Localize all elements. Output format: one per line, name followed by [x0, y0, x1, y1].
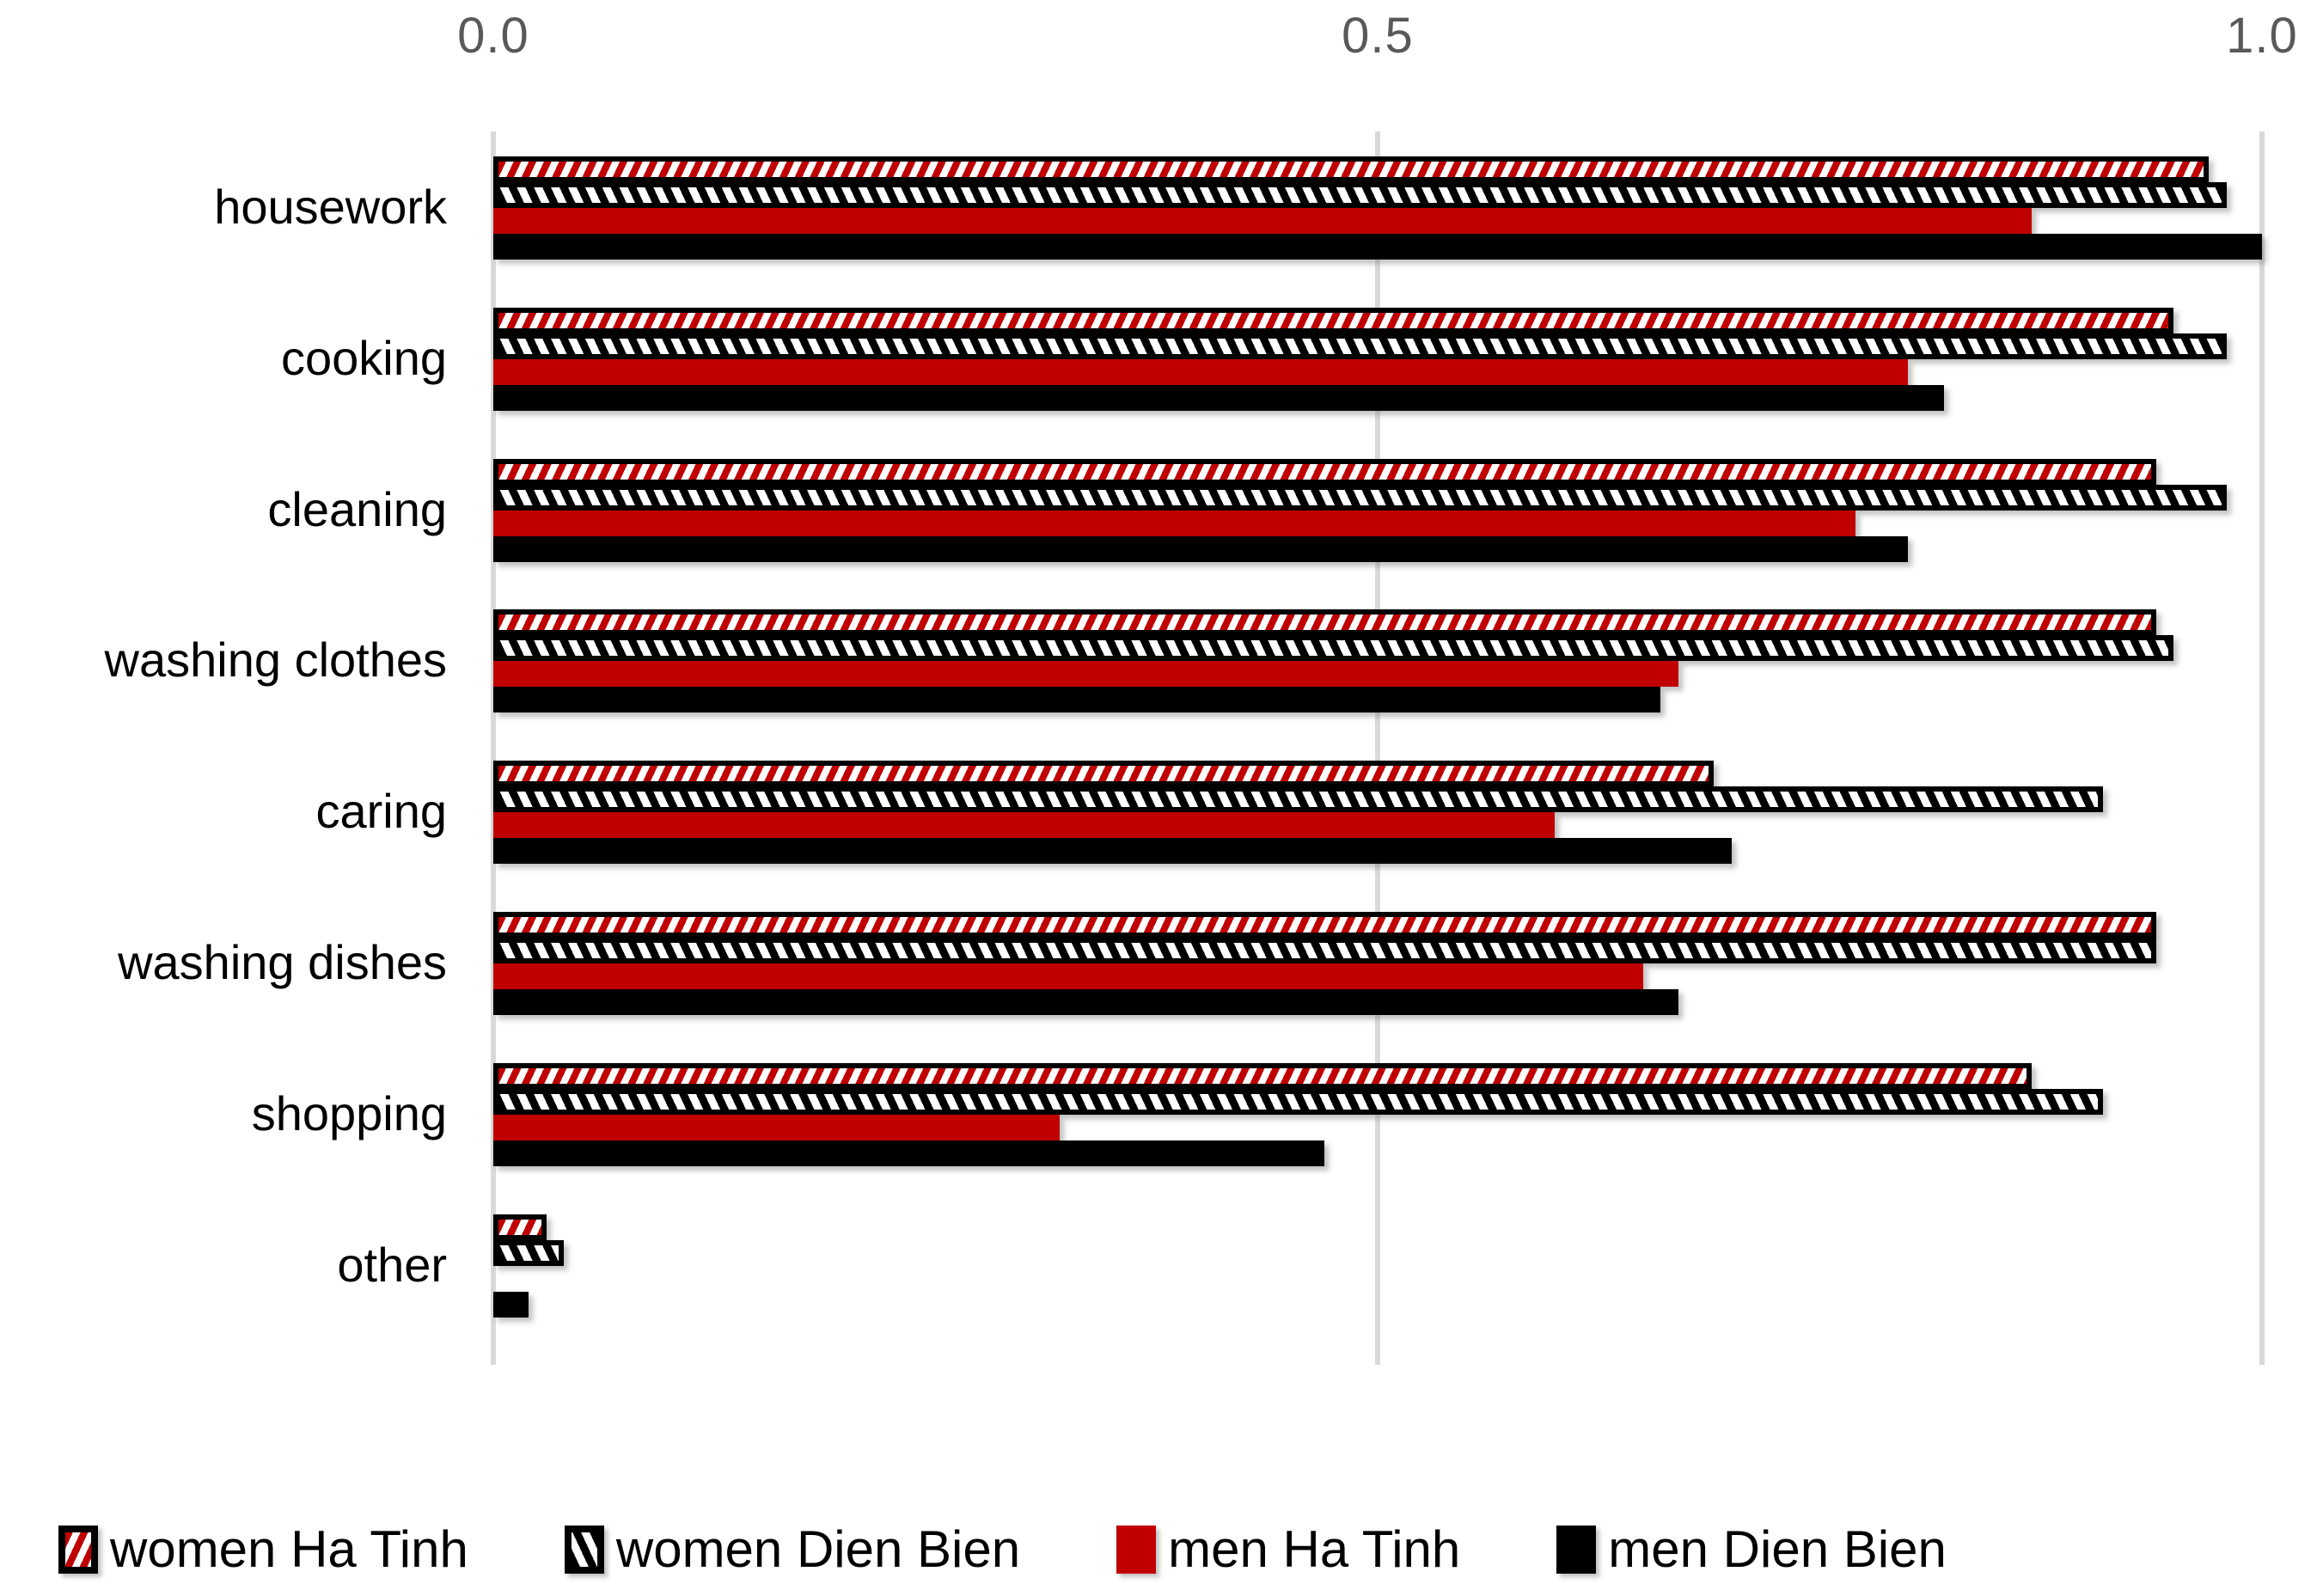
bar-solid-red — [493, 1114, 1060, 1140]
bar-solid-red — [493, 208, 2033, 234]
bar-solid-black — [493, 1291, 529, 1318]
bar-solid-black — [493, 384, 1944, 411]
bar-solid-black — [493, 1140, 1325, 1166]
bar-red-hatch — [493, 1062, 2033, 1089]
gridline-x-0.0 — [491, 131, 496, 1365]
legend-item: women Dien Bien — [564, 1520, 1021, 1579]
bar-solid-black — [493, 234, 2262, 260]
bar-red-hatch — [493, 458, 2156, 485]
bar-solid-red — [493, 963, 1643, 989]
bar-solid-red — [493, 358, 1909, 385]
x-tick-label-1: 0.5 — [1342, 8, 1414, 64]
category-label: caring — [315, 784, 447, 839]
bar-black-hatch — [493, 635, 2174, 662]
legend-item: men Ha Tinh — [1116, 1520, 1460, 1579]
bar-solid-red — [493, 661, 1678, 688]
bar-black-hatch — [493, 938, 2156, 963]
legend-marker-solid-red — [1116, 1525, 1157, 1574]
legend-marker-black-hatch — [564, 1525, 604, 1574]
bar-solid-black — [493, 535, 1909, 562]
bar-red-hatch — [493, 912, 2156, 938]
bar-red-hatch — [493, 1214, 547, 1240]
legend: women Ha Tinh women Dien Bien men Ha Tinh m… — [58, 1520, 1947, 1579]
category-label: housework — [214, 180, 447, 234]
x-tick-label-0: 0.0 — [457, 8, 529, 64]
gridline-x-1.0 — [2259, 131, 2265, 1365]
category-label: shopping — [251, 1085, 447, 1140]
gridline-x-0.5 — [1375, 131, 1380, 1365]
legend-marker-red-hatch — [58, 1525, 98, 1574]
bar-black-hatch — [493, 786, 2103, 813]
bar-red-hatch — [493, 156, 2210, 182]
legend-item: women Ha Tinh — [58, 1520, 468, 1579]
category-label: cooking — [280, 330, 447, 385]
legend-label: women Ha Tinh — [110, 1520, 468, 1578]
bar-red-hatch — [493, 609, 2156, 636]
category-label: washing dishes — [118, 935, 447, 989]
legend-item: men Dien Bien — [1556, 1520, 1947, 1579]
category-label: other — [337, 1237, 447, 1292]
legend-label: women Dien Bien — [615, 1520, 1021, 1578]
legend-label: men Dien Bien — [1608, 1520, 1947, 1578]
bar-black-hatch — [493, 484, 2227, 511]
legend-label: men Ha Tinh — [1168, 1520, 1461, 1578]
category-label: washing clothes — [104, 633, 447, 688]
bar-solid-black — [493, 989, 1678, 1015]
legend-marker-solid-black — [1556, 1525, 1597, 1574]
bar-black-hatch — [493, 1239, 565, 1266]
bar-solid-black — [493, 838, 1732, 865]
bar-black-hatch — [493, 1088, 2103, 1115]
category-label: cleaning — [267, 481, 447, 536]
x-tick-label-2: 1.0 — [2226, 8, 2298, 64]
bar-solid-red — [493, 812, 1555, 839]
bar-black-hatch — [493, 182, 2227, 208]
bar-red-hatch — [493, 761, 1715, 787]
bar-black-hatch — [493, 333, 2227, 359]
bar-solid-red — [493, 510, 1855, 536]
bar-solid-black — [493, 687, 1661, 713]
bar-red-hatch — [493, 307, 2174, 333]
